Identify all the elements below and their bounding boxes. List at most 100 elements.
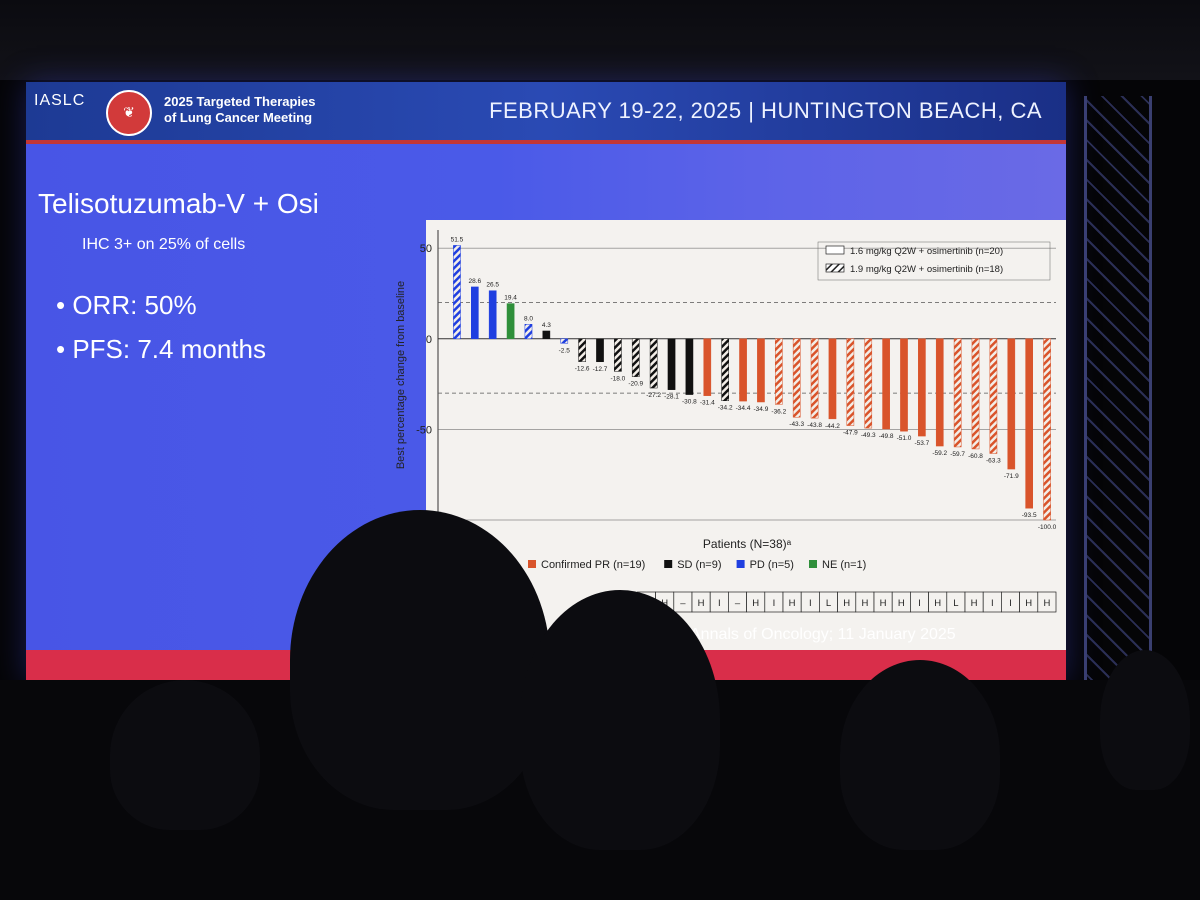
ihc-cell-label: H [898, 598, 905, 609]
bar [524, 324, 533, 339]
bar [757, 338, 765, 403]
audience-head [1100, 650, 1190, 790]
bar-value-label: 28.6 [468, 278, 481, 285]
bullet-pfs: • PFS: 7.4 months [56, 334, 266, 364]
bar-value-label: -34.4 [736, 405, 751, 412]
dose-legend-label: 1.9 mg/kg Q2W + osimertinib (n=18) [850, 264, 1003, 275]
bar [739, 338, 747, 402]
bar [453, 245, 461, 339]
citation: Annals of Oncology; 11 January 2025 [690, 626, 956, 643]
bar [774, 338, 783, 405]
meeting-dates: FEBRUARY 19-22, 2025 | HUNTINGTON BEACH,… [489, 98, 1042, 123]
bar-value-label: 4.3 [542, 322, 551, 329]
ihc-cell-label: H [861, 598, 868, 609]
bar [935, 338, 944, 447]
org-name: IASLC [34, 92, 86, 109]
bar-value-label: -71.9 [1004, 473, 1019, 480]
projection-screen: IASLC ❦ 2025 Targeted Therapies of Lung … [26, 82, 1066, 682]
ihc-cell-label: I [773, 598, 776, 609]
ihc-cell-label: H [789, 598, 796, 609]
ihc-cell-label: I [918, 598, 921, 609]
bar-value-label: -36.2 [771, 408, 786, 415]
ihc-cell-label: H [843, 598, 850, 609]
bar-value-label: 8.0 [524, 315, 533, 322]
bar [614, 338, 622, 372]
bar-value-label: -20.9 [628, 381, 643, 388]
ihc-cell-label: – [680, 598, 686, 609]
bar-value-label: -28.1 [664, 394, 679, 401]
bar [1043, 338, 1051, 521]
bar-value-label: -59.7 [950, 451, 965, 458]
bar [703, 338, 712, 396]
chart-svg: 500-50-100Best percentage change from ba… [395, 220, 1066, 652]
bar-value-label: -12.6 [575, 366, 590, 373]
slide-body: Telisotuzumab-V + Osi IHC 3+ on 25% of c… [26, 144, 1066, 652]
bar [470, 286, 479, 339]
response-legend-label: Confirmed PR (n=19) [541, 559, 645, 571]
ihc-cell-label: I [1009, 598, 1012, 609]
ihc-cell-label: H [752, 598, 759, 609]
audience-head [110, 680, 260, 830]
bar [900, 338, 908, 432]
ihc-cell-label: L [953, 598, 958, 609]
bullet-orr: • ORR: 50% [56, 290, 197, 320]
bar-value-label: -34.9 [754, 406, 769, 413]
ihc-cell-label: I [991, 598, 994, 609]
meeting-title-line1: 2025 Targeted Therapies [164, 94, 316, 109]
bar [846, 338, 855, 426]
room-ceiling [0, 0, 1200, 80]
audience [0, 510, 1200, 900]
audience-head [520, 590, 720, 850]
bar-value-label: -49.3 [861, 432, 876, 439]
slide-subtitle: IHC 3+ on 25% of cells [82, 236, 246, 253]
bar [882, 338, 890, 430]
ihc-cell-label: H [934, 598, 941, 609]
y-tick-label: 0 [426, 334, 432, 346]
bar [649, 338, 658, 389]
bar [971, 338, 980, 450]
bar-value-label: -31.4 [700, 400, 715, 407]
bar [631, 338, 640, 377]
stage-truss [1084, 96, 1152, 716]
ihc-cell [1037, 591, 1057, 613]
bar-value-label: -34.2 [718, 405, 733, 412]
bar [1025, 338, 1034, 509]
ihc-cell-label: H [1025, 598, 1032, 609]
response-legend-swatch [528, 560, 536, 568]
bar-value-label: -100.0 [1038, 524, 1057, 531]
bar-value-label: -12.7 [593, 366, 608, 373]
ihc-cell-label: H [698, 598, 705, 609]
bar [667, 338, 676, 390]
y-axis-label: Best percentage change from baseline [395, 281, 407, 469]
bar-value-label: -44.2 [825, 423, 840, 430]
bar-value-label: -93.5 [1022, 512, 1037, 519]
bar [721, 338, 730, 401]
bar-value-label: -53.7 [914, 440, 929, 447]
bar [792, 338, 801, 418]
bar [685, 338, 694, 395]
meeting-title-line2: of Lung Cancer Meeting [164, 110, 313, 125]
ihc-cell-label: H [971, 598, 978, 609]
bar-value-label: -18.0 [610, 375, 625, 382]
audience-head [840, 660, 1000, 850]
bar-value-label: -27.2 [646, 392, 661, 399]
bar [488, 290, 497, 339]
ihc-cell-label: – [735, 598, 741, 609]
ihc-cell-label: H [1043, 598, 1050, 609]
bar-value-label: -2.5 [559, 347, 571, 354]
bar-value-label: -43.3 [789, 421, 804, 428]
dose-legend-swatch [825, 263, 845, 273]
x-axis-label: Patients (N=38)ᵃ [703, 537, 792, 551]
bar-value-label: -60.8 [968, 453, 983, 460]
response-legend-label: SD (n=9) [677, 559, 721, 571]
slide-title: Telisotuzumab-V + Osi [38, 188, 319, 219]
ihc-cell-label: I [718, 598, 721, 609]
bar-value-label: -49.8 [879, 433, 894, 440]
lung-logo-icon: ❦ [106, 90, 152, 136]
bar [918, 338, 926, 437]
bar-value-label: 26.5 [486, 282, 499, 289]
response-legend-label: NE (n=1) [822, 559, 866, 571]
bar-value-label: -59.2 [932, 450, 947, 457]
bar-value-label: -43.8 [807, 422, 822, 429]
dose-legend-swatch [825, 245, 845, 255]
